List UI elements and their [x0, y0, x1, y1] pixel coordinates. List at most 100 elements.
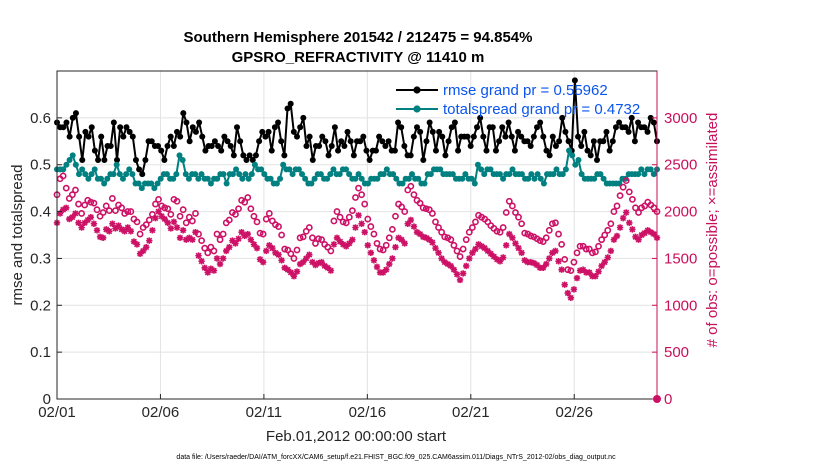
- obs-possible-point: [570, 258, 578, 266]
- data-point: [518, 171, 525, 178]
- x-axis-label: Feb.01,2012 00:00:00 start: [266, 428, 447, 445]
- data-point: [357, 138, 364, 145]
- obs-assimilated-point: [84, 216, 91, 224]
- data-point: [559, 114, 566, 121]
- data-point: [363, 147, 370, 154]
- obs-possible-point: [305, 224, 313, 231]
- obs-possible-point: [588, 249, 596, 257]
- obs-assimilated-point: [475, 241, 482, 248]
- data-point: [474, 124, 480, 131]
- data-point: [408, 171, 415, 178]
- obs-assimilated-point: [170, 218, 178, 226]
- obs-possible-point: [278, 231, 286, 239]
- obs-assimilated-point: [204, 269, 211, 276]
- data-point: [199, 133, 206, 140]
- data-point: [138, 185, 145, 192]
- x-axis-ticks: 02/01 02/06 02/11 02/16 02/21 02/26: [38, 394, 593, 421]
- obs-possible-point: [632, 204, 639, 212]
- data-point: [186, 138, 193, 145]
- obs-possible-point: [496, 228, 504, 236]
- data-point: [401, 142, 408, 149]
- obs-possible-point: [410, 191, 418, 199]
- obs-assimilated-point: [604, 254, 611, 261]
- data-point: [278, 138, 285, 145]
- data-point: [439, 133, 446, 140]
- data-point: [603, 128, 610, 135]
- data-point: [600, 175, 607, 182]
- obs-possible-point: [592, 248, 599, 256]
- obs-assimilated-point: [167, 225, 175, 232]
- obs-assimilated-point: [444, 260, 451, 268]
- obs-assimilated-point: [139, 247, 147, 255]
- data-point: [76, 133, 83, 140]
- obs-assimilated-point: [586, 269, 593, 276]
- obs-possible-point: [81, 201, 89, 209]
- data-point: [69, 152, 76, 159]
- plot-area: [57, 71, 657, 399]
- obs-possible-point: [241, 198, 249, 206]
- obs-assimilated-point: [650, 230, 658, 238]
- data-point: [242, 171, 249, 178]
- obs-possible-point: [416, 199, 424, 207]
- obs-possible-point: [102, 202, 110, 210]
- obs-assimilated-point: [284, 266, 291, 273]
- data-point: [415, 175, 422, 182]
- obs-assimilated-point: [386, 260, 393, 268]
- data-point: [308, 180, 315, 187]
- obs-possible-point: [87, 198, 95, 206]
- obs-assimilated-point: [472, 245, 479, 253]
- obs-possible-point: [567, 267, 575, 275]
- obs-assimilated-point: [629, 226, 636, 233]
- obs-assimilated-point: [549, 249, 556, 257]
- obs-assimilated-point: [361, 228, 368, 236]
- obs-assimilated-point: [72, 210, 79, 217]
- obs-assimilated-point: [367, 249, 375, 257]
- data-point: [300, 114, 307, 121]
- data-point: [258, 166, 265, 173]
- obs-possible-point: [355, 184, 362, 192]
- obs-possible-point: [398, 203, 406, 211]
- data-point: [294, 133, 300, 140]
- obs-assimilated-point: [383, 266, 390, 273]
- obs-possible-point: [438, 228, 446, 236]
- data-point: [214, 175, 221, 182]
- obs-assimilated-point: [136, 250, 144, 257]
- obs-assimilated-point: [115, 222, 122, 229]
- data-point: [525, 175, 532, 182]
- right-tick-label: 3000: [664, 110, 697, 127]
- obs-assimilated-point: [299, 258, 307, 266]
- data-point: [120, 133, 127, 140]
- obs-assimilated-point: [158, 213, 165, 220]
- data-point: [116, 171, 123, 178]
- data-point: [220, 171, 227, 178]
- obs-possible-point: [376, 245, 384, 253]
- obs-assimilated-point: [247, 236, 255, 243]
- right-axis-label: # of obs: o=possible; ×=assimilated: [704, 113, 721, 348]
- obs-possible-point: [598, 236, 606, 244]
- data-point: [391, 147, 398, 154]
- data-point: [261, 171, 268, 178]
- obs-assimilated-point: [226, 243, 233, 251]
- left-tick-label: 0.3: [30, 250, 51, 267]
- obs-possible-point: [136, 230, 144, 238]
- obs-possible-point: [453, 247, 461, 255]
- data-point: [436, 128, 443, 135]
- data-point: [540, 133, 547, 140]
- data-point: [635, 171, 642, 178]
- data-point: [148, 138, 155, 145]
- obs-assimilated-point: [623, 209, 630, 216]
- obs-assimilated-point: [124, 224, 131, 231]
- obs-assimilated-point: [644, 227, 651, 234]
- obs-possible-point: [379, 246, 387, 254]
- data-point: [290, 128, 297, 135]
- obs-assimilated-point: [69, 213, 76, 221]
- obs-assimilated-point: [447, 262, 455, 270]
- obs-assimilated-point: [66, 215, 73, 223]
- obs-possible-point: [435, 224, 442, 231]
- obs-possible-point: [244, 194, 252, 201]
- data-point: [343, 166, 350, 173]
- obs-possible-point: [108, 195, 116, 202]
- obs-assimilated-point: [290, 273, 298, 280]
- x-tick-label: 02/16: [349, 404, 387, 421]
- obs-assimilated-point: [515, 244, 522, 252]
